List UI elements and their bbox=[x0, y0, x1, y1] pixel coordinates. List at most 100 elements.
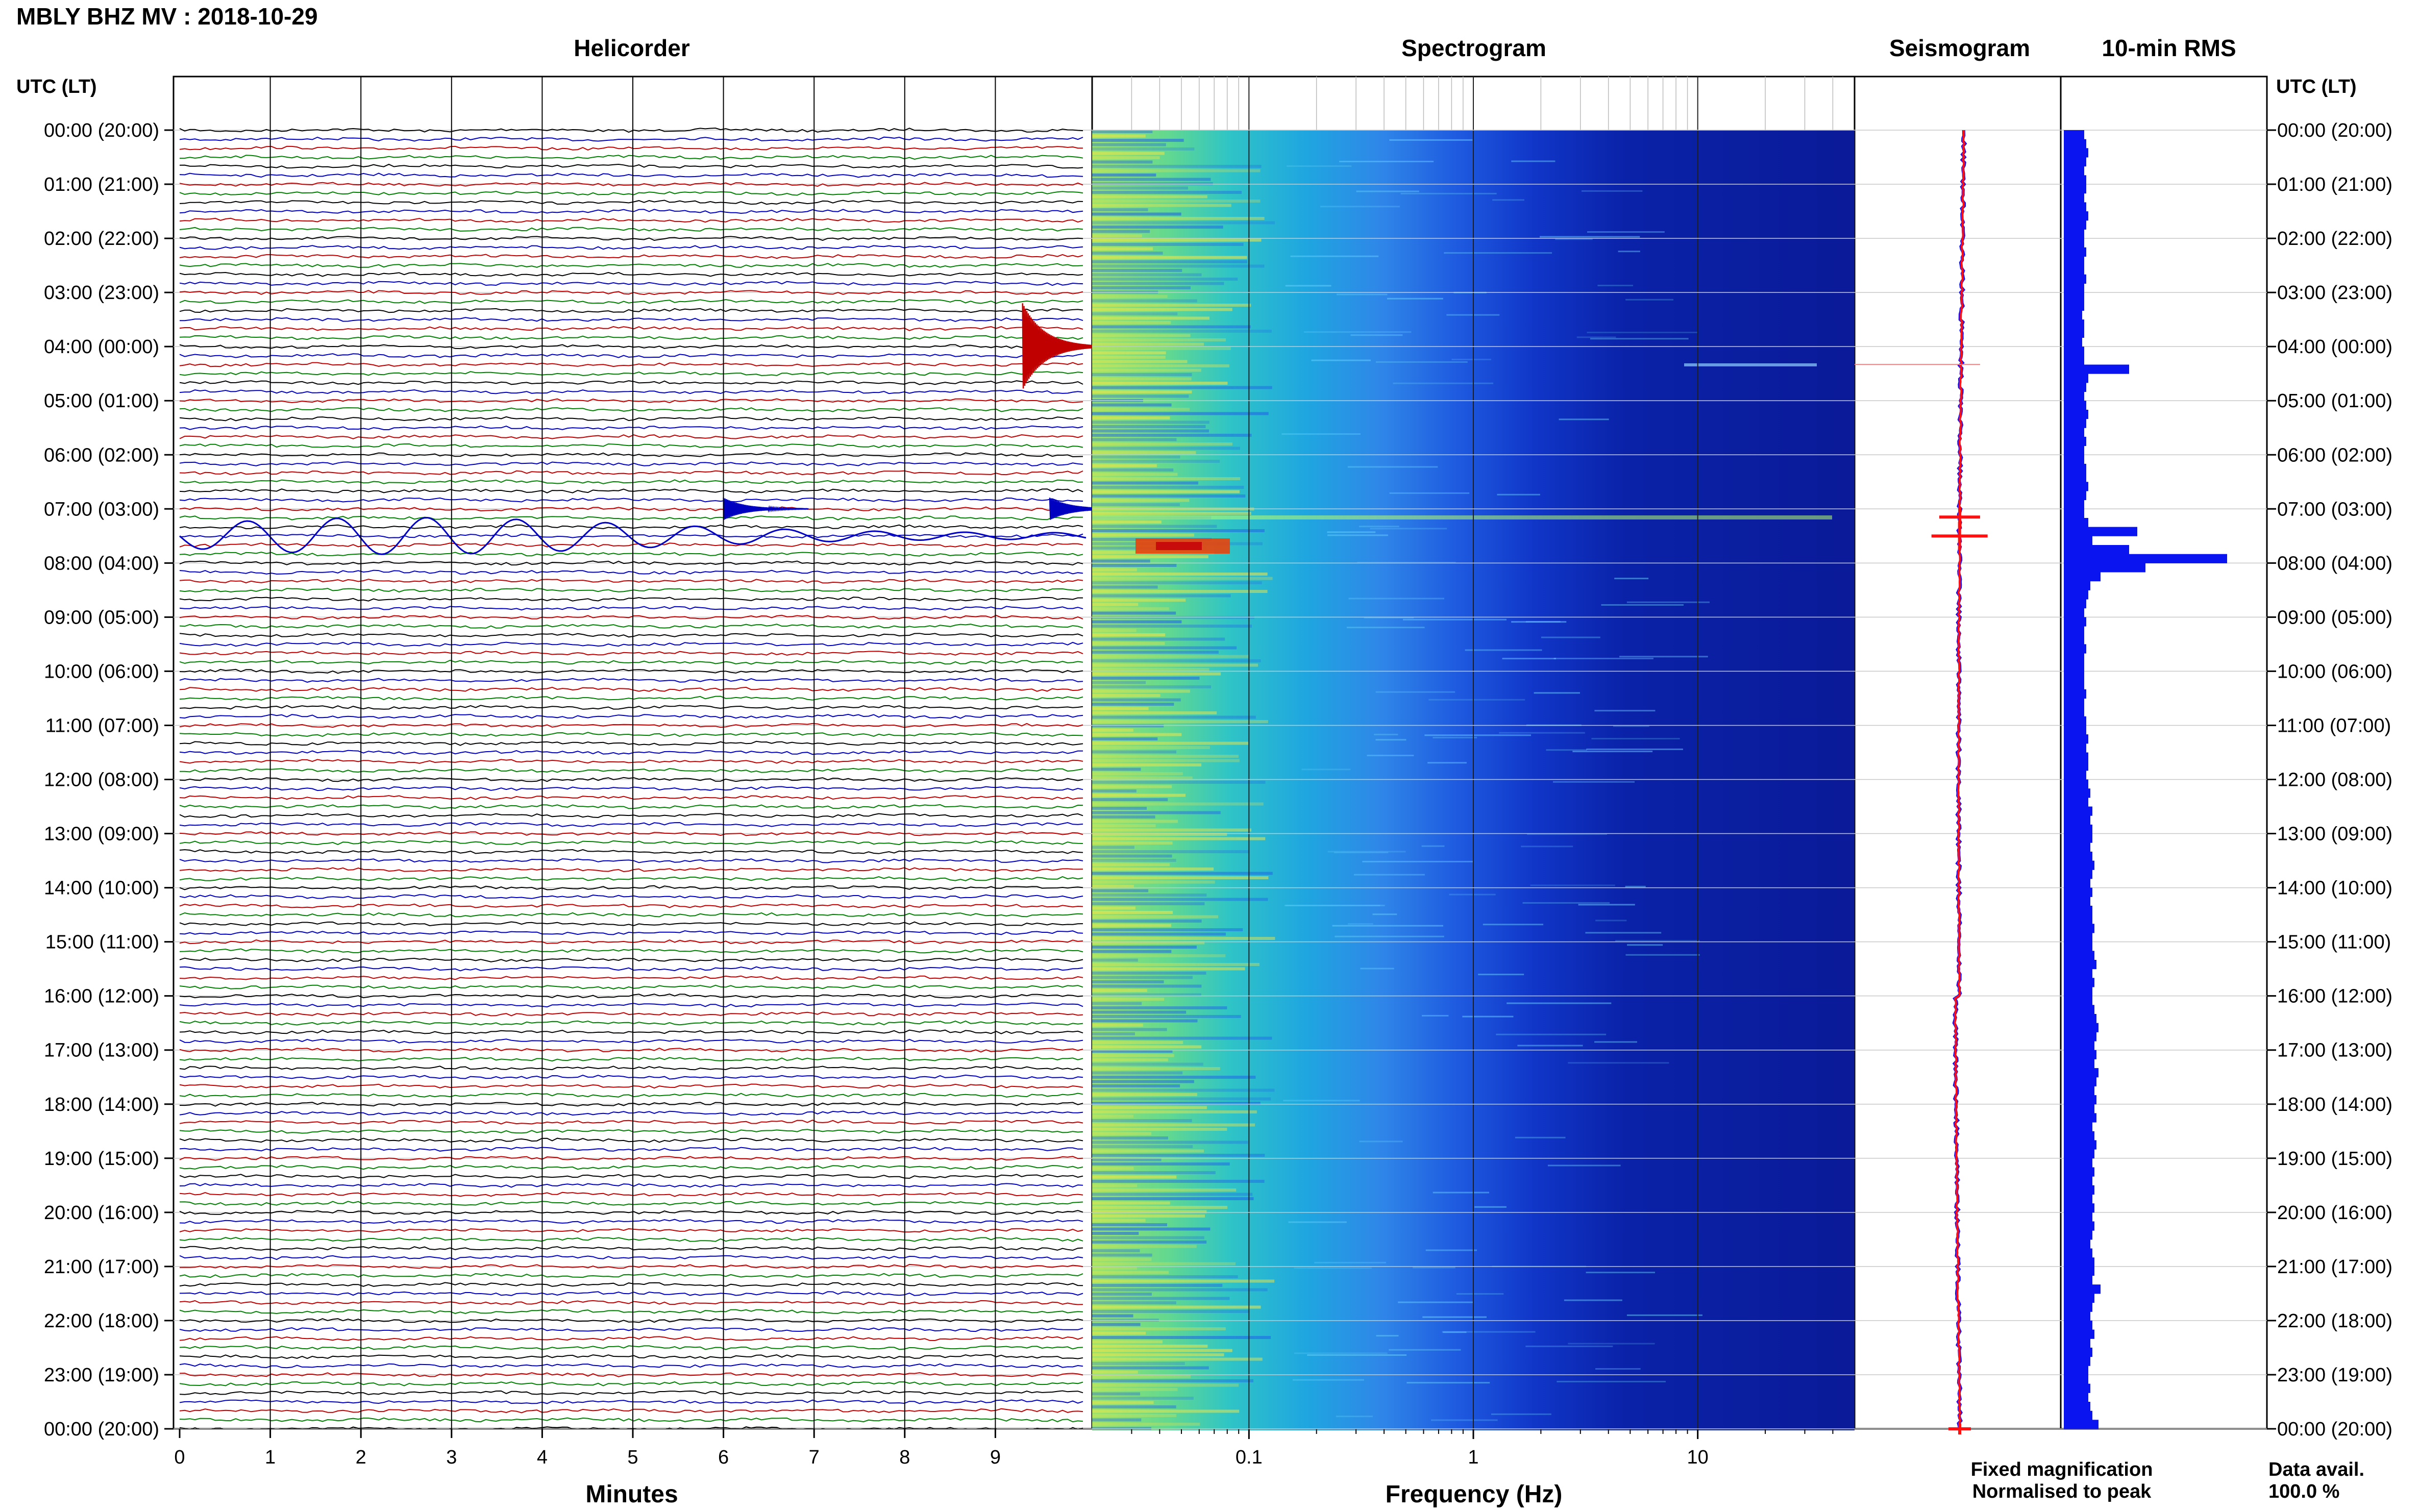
spectrogram-stripe bbox=[1092, 217, 1265, 220]
rms-bar bbox=[2064, 202, 2086, 212]
time-label-left: 06:00 (02:00) bbox=[44, 444, 159, 466]
time-label-right: 19:00 (15:00) bbox=[2277, 1148, 2392, 1170]
spectrogram-stripe bbox=[1092, 1383, 1239, 1387]
spectrogram-stripe bbox=[1092, 781, 1266, 784]
spectrogram-stripe bbox=[1092, 794, 1186, 797]
time-label-left: 08:00 (04:00) bbox=[44, 553, 159, 574]
spectrogram-stripe bbox=[1092, 599, 1186, 602]
spectrogram-speckle bbox=[1360, 968, 1394, 970]
right-time-labels: 00:00 (20:00) 01:00 (21:00) 02:00 (22:00) 0… bbox=[2277, 120, 2392, 1440]
helicorder-line bbox=[179, 921, 1083, 927]
spectrogram-stripe bbox=[1092, 1392, 1141, 1396]
helicorder-line bbox=[179, 1083, 1083, 1089]
spectrogram-speckle bbox=[1372, 913, 1397, 915]
rms-bar bbox=[2064, 644, 2086, 654]
spectrogram-stripe bbox=[1092, 1171, 1216, 1174]
spectrogram-stripe bbox=[1092, 646, 1237, 650]
time-label-right: 21:00 (17:00) bbox=[2277, 1256, 2392, 1278]
rms-bar bbox=[2064, 527, 2137, 536]
helicorder-line bbox=[179, 668, 1083, 674]
spectrogram-stripe bbox=[1092, 1258, 1152, 1261]
rms-bar bbox=[2064, 1005, 2094, 1014]
spectrogram-stripe bbox=[1092, 590, 1268, 593]
helicorder-line bbox=[179, 966, 1083, 972]
panel-title-spectrogram: Spectrogram bbox=[1401, 35, 1546, 61]
helicorder-line bbox=[179, 1336, 1083, 1342]
spectrogram-speckle bbox=[1576, 336, 1616, 338]
spectrogram-stripe bbox=[1092, 577, 1273, 580]
time-label-left: 20:00 (16:00) bbox=[44, 1202, 159, 1224]
spectrogram-texture bbox=[1092, 130, 1710, 1430]
spectrogram-stripe bbox=[1092, 872, 1273, 875]
rms-bar bbox=[2064, 139, 2086, 148]
time-label-right: 17:00 (13:00) bbox=[2277, 1040, 2392, 1061]
spectrogram-stripe bbox=[1092, 677, 1200, 680]
spectrogram-stripe bbox=[1092, 1249, 1140, 1252]
rms-bar bbox=[2064, 166, 2084, 176]
spectrogram-stripe bbox=[1092, 1071, 1183, 1075]
spectrogram-stripe bbox=[1092, 573, 1268, 576]
spectrogram-speckle bbox=[1594, 710, 1656, 712]
panel-title-helicorder: Helicorder bbox=[574, 35, 690, 61]
rms-bar bbox=[2064, 455, 2084, 464]
helicorder-line bbox=[179, 1426, 1083, 1429]
rms-bar bbox=[2064, 1122, 2092, 1132]
spectrogram-stripe bbox=[1092, 824, 1156, 827]
spectrogram-speckle bbox=[1422, 1014, 1449, 1017]
spectrogram-stripe bbox=[1092, 555, 1208, 558]
rms-bar bbox=[2064, 1266, 2094, 1276]
spectrogram-stripe bbox=[1092, 1327, 1226, 1330]
rms-bar bbox=[2064, 418, 2086, 428]
helicorder-line bbox=[179, 786, 1083, 791]
spectrogram-stripe bbox=[1092, 924, 1171, 927]
spectrogram-stripe bbox=[1092, 1279, 1275, 1283]
spectrogram-stripe bbox=[1092, 1253, 1152, 1257]
rms-bar bbox=[2064, 1311, 2090, 1321]
spectrogram-stripe bbox=[1092, 681, 1146, 684]
spectrogram-stripe bbox=[1092, 1036, 1272, 1040]
helicorder-line bbox=[179, 795, 1083, 800]
spectrogram-speckle bbox=[1474, 1206, 1507, 1208]
spectrogram-speckle bbox=[1456, 1293, 1504, 1295]
spectrogram-stripe bbox=[1092, 1162, 1230, 1166]
rms-bar bbox=[2064, 563, 2145, 573]
helicorder-line bbox=[179, 579, 1083, 584]
helicorder-line bbox=[179, 371, 1083, 376]
spectrogram-stripe bbox=[1092, 494, 1246, 498]
time-label-left: 11:00 (07:00) bbox=[45, 715, 159, 736]
spectrogram-stripe bbox=[1092, 1197, 1254, 1200]
helicorder-line bbox=[179, 867, 1083, 873]
helicorder-line bbox=[179, 136, 1083, 142]
spectrogram-stripe bbox=[1092, 1241, 1207, 1244]
spectrogram-stripe bbox=[1092, 1414, 1177, 1417]
helicorder-event bbox=[1022, 303, 1092, 389]
spectrogram-speckle bbox=[1515, 1136, 1566, 1138]
rms-bar bbox=[2064, 1140, 2096, 1150]
helicorder-line bbox=[179, 1147, 1083, 1152]
rms-bar bbox=[2064, 1203, 2094, 1213]
time-label-left: 00:00 (20:00) bbox=[44, 1419, 159, 1440]
helicorder-line bbox=[179, 479, 1083, 484]
helicorder-line bbox=[179, 1291, 1083, 1296]
spectrogram-stripe bbox=[1092, 1119, 1192, 1122]
spectrogram-stripe bbox=[1092, 607, 1169, 610]
spectrogram-speckle bbox=[1587, 332, 1698, 334]
rms-bar bbox=[2064, 833, 2092, 843]
spectrogram-speckle bbox=[1541, 636, 1600, 638]
spectrogram-stripe bbox=[1092, 256, 1247, 259]
spectrogram-stripe bbox=[1092, 200, 1261, 203]
time-label-right: 00:00 (20:00) bbox=[2277, 120, 2392, 141]
spectrogram-stripe bbox=[1092, 312, 1178, 315]
spectrogram-speckle bbox=[1336, 1416, 1373, 1418]
helicorder-line bbox=[179, 885, 1083, 890]
spectrogram-stripe bbox=[1092, 529, 1265, 532]
rms-bar bbox=[2064, 482, 2088, 491]
spectrogram-stripe bbox=[1092, 850, 1250, 853]
helicorder-line bbox=[179, 1164, 1083, 1170]
spectrogram-stripe bbox=[1092, 525, 1217, 528]
spectrogram-speckle bbox=[1389, 492, 1470, 494]
spectrogram-stripe bbox=[1092, 130, 1153, 133]
spectrogram-speckle bbox=[1327, 534, 1388, 536]
spectrogram-speckle bbox=[1425, 1249, 1477, 1251]
spectrogram-stripe bbox=[1092, 920, 1202, 923]
